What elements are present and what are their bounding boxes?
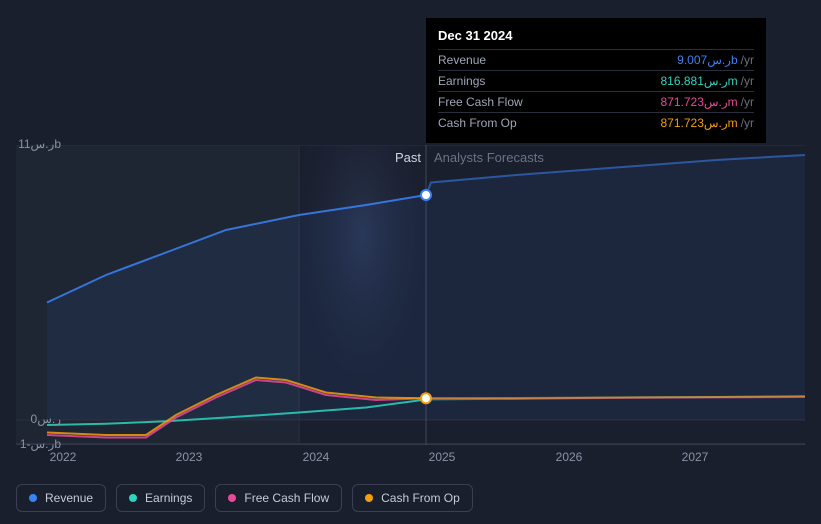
legend-dot-icon bbox=[365, 494, 373, 502]
financial-chart[interactable] bbox=[16, 145, 805, 445]
tooltip-metric-value: ر.س9.007b bbox=[677, 53, 738, 67]
tooltip-metric-label: Cash From Op bbox=[438, 116, 517, 130]
legend-item-cfo[interactable]: Cash From Op bbox=[352, 484, 473, 512]
x-tick-label: 2024 bbox=[303, 450, 330, 464]
legend-label: Earnings bbox=[145, 491, 192, 505]
tooltip-row: Revenue ر.س9.007b/yr bbox=[438, 49, 754, 70]
tooltip-row: Cash From Op ر.س871.723m/yr bbox=[438, 112, 754, 133]
legend-item-revenue[interactable]: Revenue bbox=[16, 484, 106, 512]
legend-label: Free Cash Flow bbox=[244, 491, 329, 505]
y-tick-label: ر.س11b bbox=[18, 137, 61, 151]
x-tick-label: 2022 bbox=[50, 450, 77, 464]
legend-label: Cash From Op bbox=[381, 491, 460, 505]
past-section-label: Past bbox=[395, 150, 421, 165]
chart-legend: Revenue Earnings Free Cash Flow Cash From O… bbox=[16, 484, 473, 512]
forecast-section-label: Analysts Forecasts bbox=[434, 150, 544, 165]
y-tick-label: ر.س0 bbox=[31, 412, 61, 426]
chart-tooltip: Dec 31 2024 Revenue ر.س9.007b/yr Earnings ر… bbox=[426, 18, 766, 143]
tooltip-metric-unit: /yr bbox=[741, 116, 754, 130]
legend-dot-icon bbox=[228, 494, 236, 502]
tooltip-metric-label: Earnings bbox=[438, 74, 485, 88]
tooltip-metric-unit: /yr bbox=[741, 74, 754, 88]
tooltip-metric-value: ر.س871.723m bbox=[660, 95, 737, 109]
tooltip-metric-label: Revenue bbox=[438, 53, 486, 67]
tooltip-metric-unit: /yr bbox=[741, 95, 754, 109]
x-tick-label: 2027 bbox=[682, 450, 709, 464]
x-tick-label: 2025 bbox=[429, 450, 456, 464]
tooltip-metric-unit: /yr bbox=[741, 53, 754, 67]
legend-dot-icon bbox=[29, 494, 37, 502]
tooltip-metric-value: ر.س816.881m bbox=[660, 74, 737, 88]
tooltip-metric-label: Free Cash Flow bbox=[438, 95, 523, 109]
legend-dot-icon bbox=[129, 494, 137, 502]
x-tick-label: 2023 bbox=[176, 450, 203, 464]
legend-item-earnings[interactable]: Earnings bbox=[116, 484, 205, 512]
tooltip-row: Free Cash Flow ر.س871.723m/yr bbox=[438, 91, 754, 112]
legend-label: Revenue bbox=[45, 491, 93, 505]
tooltip-metric-value: ر.س871.723m bbox=[660, 116, 737, 130]
tooltip-row: Earnings ر.س816.881m/yr bbox=[438, 70, 754, 91]
y-tick-label: ر.س-1b bbox=[20, 437, 61, 451]
tooltip-date: Dec 31 2024 bbox=[438, 28, 754, 43]
x-tick-label: 2026 bbox=[556, 450, 583, 464]
legend-item-fcf[interactable]: Free Cash Flow bbox=[215, 484, 342, 512]
